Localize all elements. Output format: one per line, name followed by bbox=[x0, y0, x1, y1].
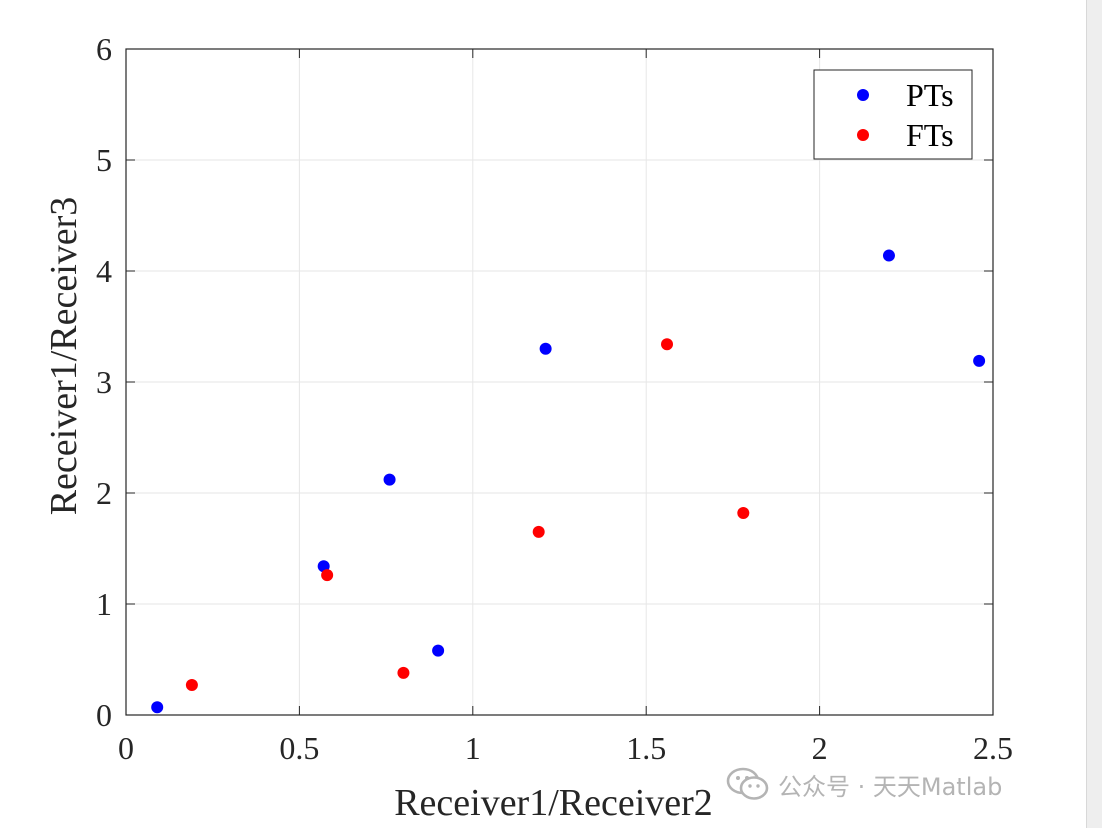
data-point-fts bbox=[661, 338, 674, 351]
legend-label-fts: FTs bbox=[906, 117, 954, 153]
data-point-fts bbox=[185, 679, 198, 692]
y-tick-labels: 0 1 2 3 4 5 6 bbox=[96, 31, 112, 733]
data-point-fts bbox=[737, 506, 750, 519]
data-point-fts bbox=[321, 569, 334, 582]
x-tick-label: 0.5 bbox=[279, 730, 319, 766]
x-tick-label: 2 bbox=[812, 730, 828, 766]
data-point-fts bbox=[397, 666, 410, 679]
data-points bbox=[151, 249, 986, 714]
axes-box bbox=[125, 48, 994, 716]
wechat-icon bbox=[726, 767, 769, 800]
y-tick-label: 2 bbox=[96, 475, 112, 511]
x-tick-label: 1 bbox=[465, 730, 481, 766]
legend-box bbox=[813, 69, 973, 160]
legend-label-pts: PTs bbox=[906, 77, 954, 113]
watermark-text: 公众号 · 天天Matlab bbox=[778, 772, 1003, 801]
data-point-pts bbox=[432, 644, 445, 657]
y-axis-title: Receiver1/Receiver3 bbox=[43, 197, 85, 516]
legend: PTs FTs bbox=[813, 69, 973, 160]
data-point-pts bbox=[539, 342, 552, 355]
data-point-pts bbox=[882, 249, 895, 262]
x-tick-label: 1.5 bbox=[626, 730, 666, 766]
y-tick-label: 3 bbox=[96, 364, 112, 400]
x-axis-title: Receiver1/Receiver2 bbox=[394, 782, 713, 824]
y-tick-label: 5 bbox=[96, 142, 112, 178]
legend-marker-fts bbox=[857, 129, 869, 141]
x-tick-label: 0 bbox=[118, 730, 134, 766]
y-tick-label: 0 bbox=[96, 697, 112, 733]
x-tick-labels: 0 0.5 1 1.5 2 2.5 bbox=[118, 730, 1013, 766]
watermark: 公众号 · 天天Matlab bbox=[726, 766, 1002, 802]
y-tick-label: 6 bbox=[96, 31, 112, 67]
y-tick-label: 1 bbox=[96, 586, 112, 622]
data-point-pts bbox=[383, 473, 396, 486]
window-edge bbox=[1086, 0, 1102, 828]
data-point-fts bbox=[532, 525, 545, 538]
x-tick-label: 2.5 bbox=[973, 730, 1013, 766]
data-point-pts bbox=[151, 701, 164, 714]
y-tick-label: 4 bbox=[96, 253, 112, 289]
legend-marker-pts bbox=[857, 89, 869, 101]
data-point-pts bbox=[973, 354, 986, 367]
